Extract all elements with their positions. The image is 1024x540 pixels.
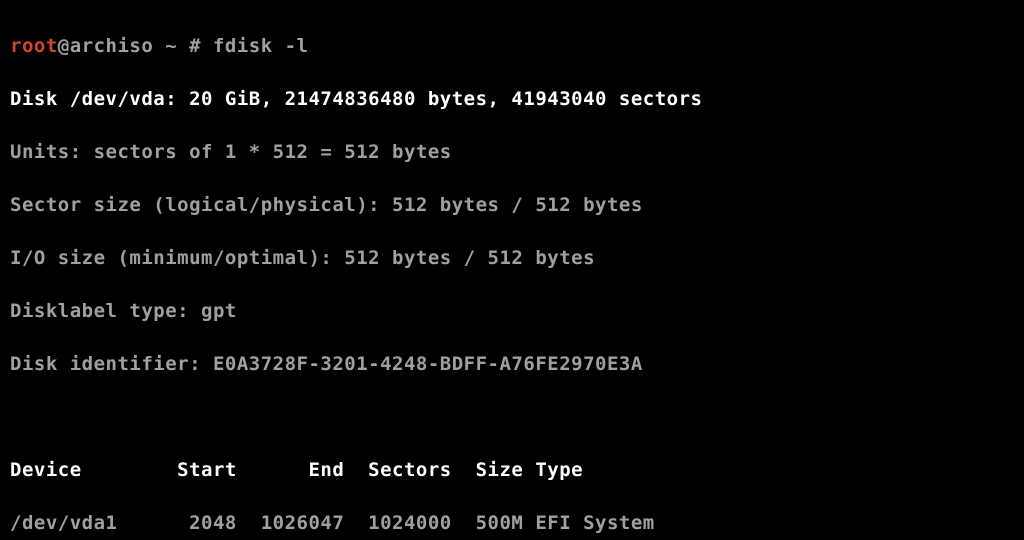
table-row: /dev/vda1 2048 1026047 1024000 500M EFI …	[10, 510, 1014, 537]
prompt-user: root	[10, 35, 58, 57]
disk0-sector: Sector size (logical/physical): 512 byte…	[10, 192, 1014, 219]
disk0-id: Disk identifier: E0A3728F-3201-4248-BDFF…	[10, 351, 1014, 378]
terminal-output: root@archiso ~ # fdisk -l Disk /dev/vda:…	[0, 0, 1024, 540]
prompt-host: @archiso ~ #	[58, 35, 213, 57]
disk0-io: I/O size (minimum/optimal): 512 bytes / …	[10, 245, 1014, 272]
disk0-units: Units: sectors of 1 * 512 = 512 bytes	[10, 139, 1014, 166]
prompt-line-1[interactable]: root@archiso ~ # fdisk -l	[10, 33, 1014, 60]
disk0-header: Disk /dev/vda: 20 GiB, 21474836480 bytes…	[10, 86, 1014, 113]
table-header: Device Start End Sectors Size Type	[10, 457, 1014, 484]
command-text: fdisk -l	[213, 35, 309, 57]
disk0-label: Disklabel type: gpt	[10, 298, 1014, 325]
blank-line	[10, 404, 1014, 431]
